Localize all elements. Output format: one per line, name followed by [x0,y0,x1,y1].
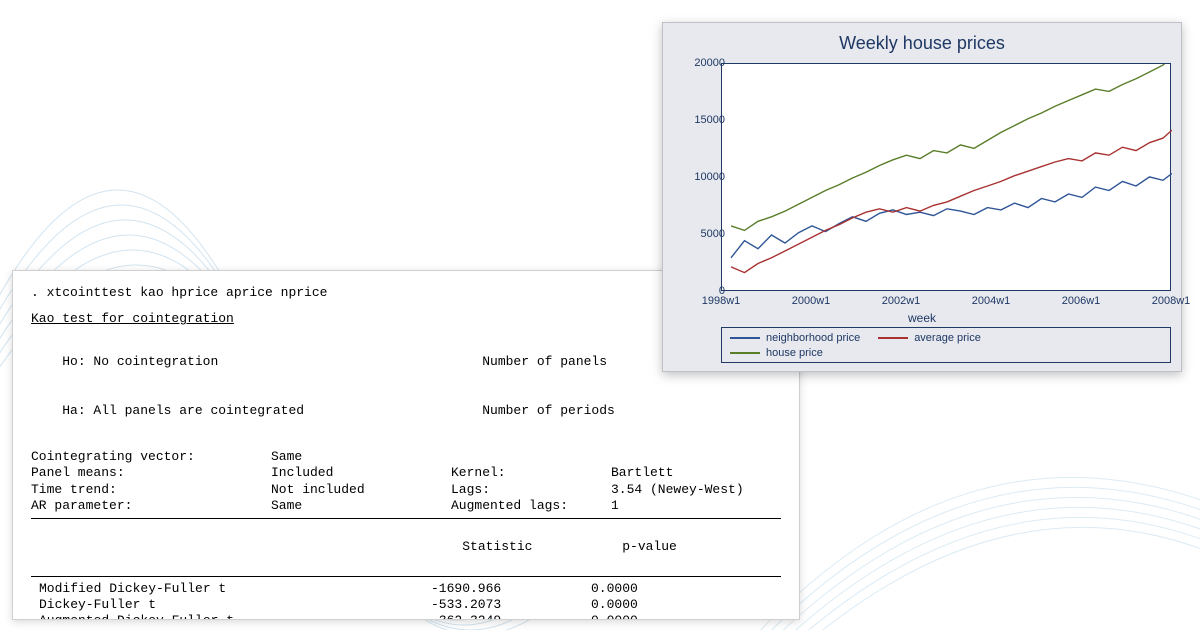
chart-legend: neighborhood price average price house pri… [721,327,1171,363]
setting-value: Included [271,465,451,481]
stat-value: -1690.966 [431,581,591,597]
legend-item: house price [730,346,823,361]
stat-header-p: p-value [622,539,742,555]
stat-pvalue: 0.0000 [591,597,711,613]
chart-lines [722,64,1172,292]
legend-item: neighborhood price [730,331,860,346]
x-tick-label: 2000w1 [792,295,831,307]
stat-name: Dickey-Fuller t [31,597,431,613]
x-tick-label: 2002w1 [882,295,921,307]
chart-title: Weekly house prices [663,23,1181,54]
setting-right-value: Bartlett [611,465,673,480]
series-line [731,64,1172,230]
stat-header-stat: Statistic [462,539,622,555]
x-tick-label: 2006w1 [1062,295,1101,307]
legend-item: average price [878,331,981,346]
setting-value: Not included [271,482,451,498]
y-tick-label: 10000 [675,171,725,183]
test-title: Kao test for cointegration [31,311,234,327]
setting-label: AR parameter: [31,498,271,514]
setting-right-label: Kernel: [451,465,611,481]
setting-value: Same [271,449,451,465]
setting-right-value: 1 [611,498,619,513]
stat-name: Augmented Dickey-Fuller t [31,613,431,620]
series-line [731,130,1172,273]
nperiods-label: Number of periods [482,403,615,418]
setting-value: Same [271,498,451,514]
stat-pvalue: 0.0000 [591,613,711,620]
y-tick-label: 20000 [675,57,725,69]
x-tick-label: 1998w1 [702,295,741,307]
setting-right-value: 3.54 (Newey-West) [611,482,744,497]
npanels-label: Number of panels [482,354,607,369]
x-axis-label: week [663,311,1181,325]
setting-right-label: Augmented lags: [451,498,611,514]
y-tick-label: 5000 [675,228,725,240]
setting-label: Panel means: [31,465,271,481]
y-tick-label: 15000 [675,114,725,126]
h0-label: Ho: No cointegration [62,354,302,370]
ha-label: Ha: All panels are cointegrated [62,403,302,419]
stat-pvalue: 0.0000 [591,581,711,597]
stat-value: -533.2073 [431,597,591,613]
plot-area [721,63,1171,291]
chart-panel: Weekly house prices 05000100001500020000… [662,22,1182,372]
setting-right-label: Lags: [451,482,611,498]
stat-value: -362.3249 [431,613,591,620]
x-tick-label: 2008w1 [1152,295,1191,307]
setting-label: Time trend: [31,482,271,498]
x-tick-label: 2004w1 [972,295,1011,307]
stat-name: Modified Dickey-Fuller t [31,581,431,597]
setting-label: Cointegrating vector: [31,449,271,465]
